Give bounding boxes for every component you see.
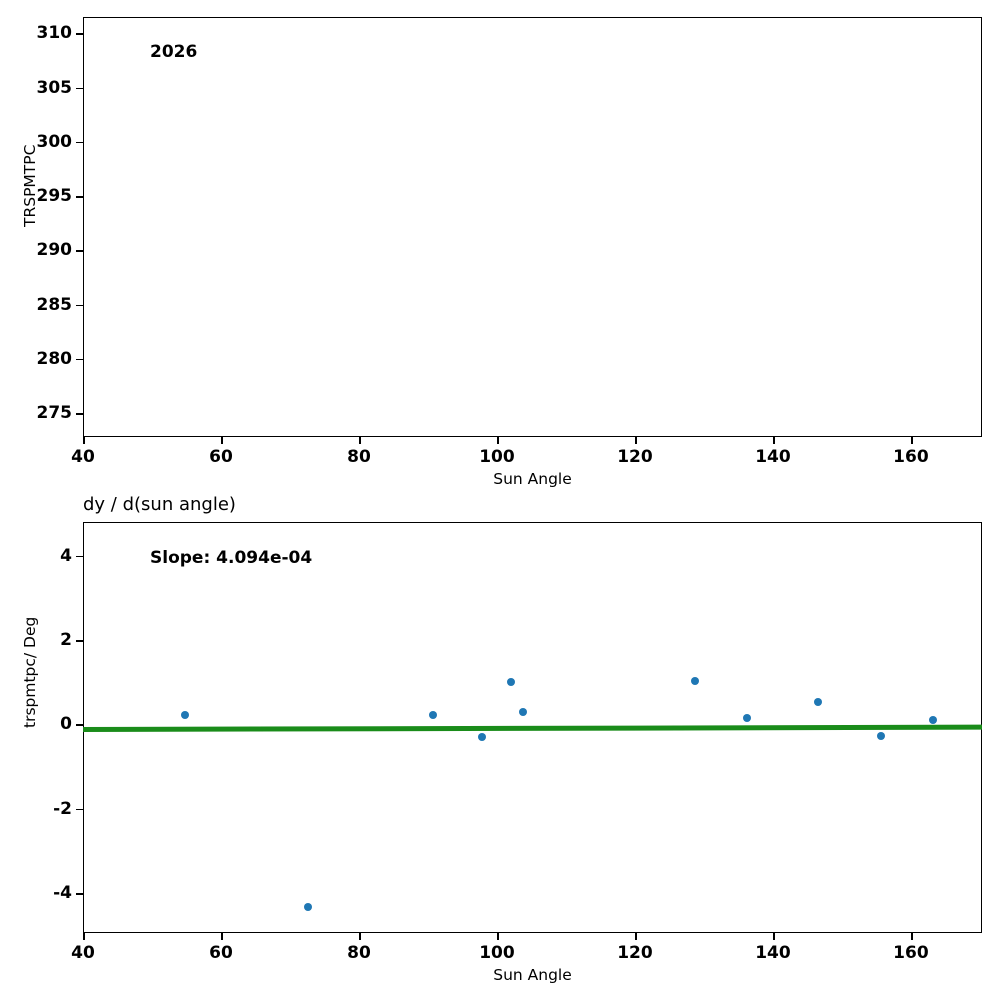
y-tick-label: 4: [60, 545, 72, 566]
y-tick-mark: [76, 413, 83, 415]
x-tick-label: 120: [617, 447, 653, 467]
bottom-panel-title: dy / d(sun angle): [83, 494, 236, 515]
scatter-point: [506, 678, 515, 687]
x-tick-label: 80: [347, 943, 371, 963]
x-tick-label: 40: [71, 447, 95, 467]
x-tick-mark: [910, 437, 913, 444]
bottom-panel-plot-area: [83, 522, 982, 933]
scatter-point: [303, 902, 312, 911]
x-tick-mark: [772, 437, 775, 444]
x-tick-mark: [220, 933, 223, 940]
y-tick-label: -2: [53, 798, 72, 819]
y-tick-label: 280: [36, 348, 73, 369]
y-tick-mark: [76, 358, 83, 361]
scatter-point: [477, 732, 486, 741]
x-tick-label: 160: [893, 943, 929, 963]
y-tick-label: 0: [60, 714, 72, 735]
x-tick-mark: [634, 437, 637, 444]
x-tick-label: 120: [617, 943, 653, 963]
x-tick-mark: [83, 933, 85, 940]
y-tick-label: 275: [36, 403, 73, 424]
y-tick-label: 310: [36, 23, 73, 44]
y-tick-label: 285: [36, 294, 73, 315]
x-tick-mark: [83, 437, 85, 444]
scatter-point: [742, 714, 751, 722]
y-tick-mark: [76, 724, 83, 726]
bottom-panel-y-axis-label: trspmtpc/ Deg: [21, 616, 39, 728]
scatter-point: [690, 677, 699, 686]
x-tick-mark: [220, 437, 223, 444]
y-tick-label: 2: [60, 630, 72, 651]
y-tick-mark: [76, 250, 83, 252]
x-tick-label: 60: [209, 943, 233, 963]
bottom-panel: dy / d(sun angle) trspmtpc/ Deg Sun Angl…: [21, 494, 982, 984]
scatter-point: [181, 711, 190, 720]
y-tick-mark: [76, 808, 83, 811]
x-tick-label: 140: [755, 943, 791, 963]
fit-line: [83, 724, 982, 733]
x-tick-label: 40: [71, 943, 95, 963]
x-tick-label: 140: [755, 447, 791, 467]
bottom-panel-x-axis-label: Sun Angle: [493, 966, 572, 984]
slope-annotation: Slope: 4.094e-04: [150, 548, 313, 568]
scatter-point: [929, 716, 937, 725]
y-tick-mark: [76, 33, 83, 35]
x-tick-mark: [496, 933, 499, 940]
x-tick-label: 100: [479, 943, 515, 963]
top-panel-plot-area: [83, 17, 982, 437]
top-panel-annotation: 2026: [150, 42, 198, 62]
scatter-point: [428, 711, 437, 720]
y-tick-mark: [76, 141, 83, 144]
x-tick-mark: [358, 933, 361, 940]
y-tick-label: 295: [36, 186, 73, 207]
y-tick-label: -4: [53, 882, 72, 903]
y-tick-mark: [76, 304, 83, 307]
x-tick-label: 160: [893, 447, 929, 467]
scatter-point: [519, 707, 528, 716]
x-tick-label: 60: [209, 447, 233, 467]
x-tick-mark: [910, 933, 913, 940]
x-tick-mark: [496, 437, 499, 444]
y-tick-label: 305: [36, 77, 73, 98]
top-panel-x-axis-label: Sun Angle: [493, 470, 572, 488]
x-tick-mark: [772, 933, 775, 940]
top-panel: TRSPMTPC Sun Angle 2026 275 280 285 290 295 3…: [21, 17, 982, 488]
x-tick-mark: [358, 437, 361, 444]
scatter-point: [876, 732, 885, 741]
y-tick-mark: [76, 196, 83, 198]
scatter-point: [813, 698, 822, 707]
y-tick-mark: [76, 892, 83, 895]
y-tick-mark: [76, 555, 83, 558]
y-tick-mark: [76, 87, 83, 90]
x-tick-mark: [634, 933, 637, 940]
top-panel-frame: [83, 17, 982, 437]
x-tick-label: 80: [347, 447, 371, 467]
x-tick-label: 100: [479, 447, 515, 467]
y-tick-label: 300: [36, 131, 73, 152]
y-tick-label: 290: [36, 240, 73, 261]
y-tick-mark: [76, 640, 83, 642]
